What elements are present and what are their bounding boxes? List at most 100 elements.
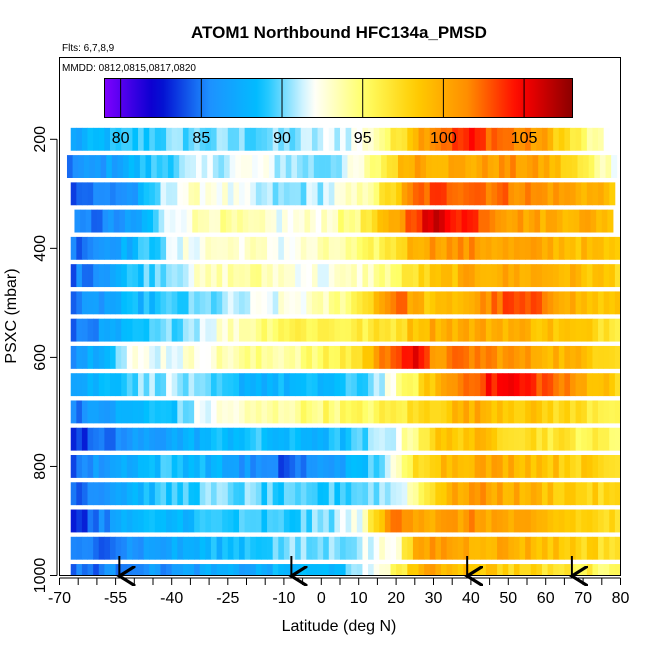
heatmap-cell <box>435 400 442 424</box>
heatmap-cell <box>274 155 281 178</box>
heatmap-cell <box>480 373 487 397</box>
heatmap-cell <box>177 291 184 315</box>
heatmap-cell <box>362 291 369 315</box>
heatmap-cell <box>250 455 257 478</box>
heatmap-cell <box>239 236 246 260</box>
heatmap-cell <box>76 455 83 478</box>
heatmap-cell <box>368 236 375 260</box>
heatmap-cell <box>467 209 474 233</box>
heatmap-cell <box>81 509 88 533</box>
heatmap-cell <box>87 236 94 260</box>
heatmap-cell <box>121 373 128 397</box>
heatmap-cell <box>401 427 408 451</box>
heatmap-cell <box>356 373 363 397</box>
heatmap-cell <box>403 155 410 178</box>
heatmap-cell <box>483 209 490 233</box>
heatmap-cell <box>188 455 195 478</box>
heatmap-cell <box>109 345 116 369</box>
heatmap-cell <box>306 400 313 424</box>
heatmap-cell <box>353 155 360 178</box>
heatmap-cell <box>418 509 425 533</box>
heatmap-cell <box>547 400 554 424</box>
heatmap-cell <box>513 455 520 478</box>
heatmap-cell <box>452 427 459 451</box>
heatmap-cell <box>205 345 212 369</box>
heatmap-cell <box>115 400 122 424</box>
heatmap-cell <box>194 236 201 260</box>
heatmap-cell <box>390 318 397 342</box>
heatmap-cell <box>233 400 240 424</box>
heatmap-cell <box>207 155 214 178</box>
heatmap-cell <box>158 209 165 233</box>
heatmap-cell <box>306 182 313 206</box>
heatmap-cell <box>491 318 498 342</box>
heatmap-cell <box>412 564 419 576</box>
heatmap-cell <box>446 564 453 576</box>
heatmap-cell <box>362 182 369 206</box>
heatmap-cell <box>401 291 408 315</box>
heatmap-cell <box>609 455 616 478</box>
heatmap-cell <box>498 155 505 178</box>
heatmap-cell <box>534 209 541 233</box>
heatmap-cell <box>216 400 223 424</box>
heatmap-cell <box>497 345 504 369</box>
heatmap-cell <box>216 427 223 451</box>
heatmap-cell <box>581 536 588 560</box>
heatmap-cell <box>379 427 386 451</box>
heatmap-cell <box>143 564 150 576</box>
heatmap-cell <box>306 373 313 397</box>
heatmap-cell <box>541 127 548 151</box>
heatmap-cell <box>250 536 257 560</box>
heatmap-cell <box>334 318 341 342</box>
heatmap-cell <box>283 291 290 315</box>
heatmap-cell <box>317 127 324 151</box>
heatmap-cell <box>603 182 610 206</box>
heatmap-cell <box>469 345 476 369</box>
heatmap-cell <box>76 345 83 369</box>
heatmap-cell <box>435 427 442 451</box>
heatmap-cell <box>480 482 487 506</box>
heatmap-cell <box>261 400 268 424</box>
heatmap-cell <box>328 264 335 288</box>
heatmap-cell <box>194 318 201 342</box>
heatmap-cell <box>311 455 318 478</box>
heatmap-cell <box>508 536 515 560</box>
heatmap-cell <box>222 264 229 288</box>
heatmap-cell <box>543 155 550 178</box>
heatmap-cell <box>147 209 154 233</box>
heatmap-cell <box>502 564 509 576</box>
heatmap-cell <box>530 564 537 576</box>
heatmap-cell <box>181 209 188 233</box>
heatmap-cell <box>98 482 105 506</box>
heatmap-cell <box>132 236 139 260</box>
heatmap-cell <box>345 427 352 451</box>
heatmap-cell <box>379 455 386 478</box>
heatmap-cell <box>362 509 369 533</box>
heatmap-cell <box>440 291 447 315</box>
heatmap-cell <box>525 509 532 533</box>
heatmap-cell <box>81 455 88 478</box>
heatmap-cell <box>345 236 352 260</box>
heatmap-cell <box>115 536 122 560</box>
heatmap-cell <box>547 373 554 397</box>
heatmap-cell <box>138 291 145 315</box>
heatmap-cell <box>614 455 621 478</box>
heatmap-cell <box>109 291 116 315</box>
heatmap-cell <box>536 182 543 206</box>
heatmap-cell <box>267 536 274 560</box>
heatmap-cell <box>338 209 345 233</box>
heatmap-cell <box>300 264 307 288</box>
heatmap-cell <box>519 127 526 151</box>
heatmap-cell <box>474 536 481 560</box>
x-tick-label: 40 <box>462 590 480 607</box>
heatmap-cell <box>319 155 326 178</box>
heatmap-cell <box>306 318 313 342</box>
heatmap-cell <box>222 291 229 315</box>
heatmap-cell <box>364 155 371 178</box>
heatmap-cell <box>351 536 358 560</box>
heatmap-cell <box>171 373 178 397</box>
heatmap-cell <box>244 291 251 315</box>
x-tick-label: -55 <box>104 590 127 607</box>
heatmap-cell <box>609 236 616 260</box>
